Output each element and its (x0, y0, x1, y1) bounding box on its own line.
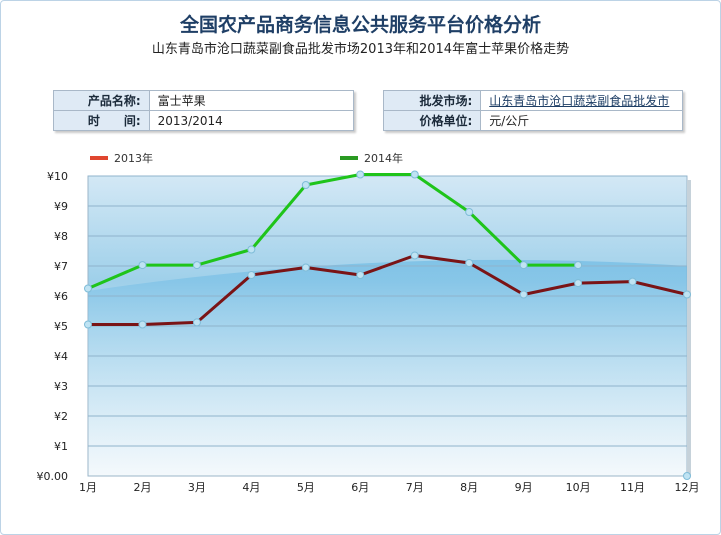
data-point (410, 170, 419, 179)
series-layer (84, 170, 691, 480)
product-name-label: 产品名称: (53, 90, 150, 111)
y-tick-label: ¥4 (54, 350, 68, 363)
data-point (301, 181, 310, 189)
y-axis: ¥0.00 ¥1 ¥2 ¥3 ¥4 ¥5 ¥6 ¥7 ¥8 ¥9 ¥10 (37, 170, 69, 483)
y-tick-label: ¥5 (54, 320, 68, 333)
data-point (465, 259, 474, 267)
x-tick-label: 10月 (566, 481, 591, 494)
data-point (683, 472, 691, 480)
market-link[interactable]: 山东青岛市沧口蔬菜副食品批发市 (489, 94, 670, 108)
data-point (84, 320, 92, 329)
x-tick-label: 6月 (351, 481, 369, 494)
x-tick-label: 1月 (79, 481, 97, 494)
plot-shadow (687, 180, 691, 476)
data-point (519, 261, 528, 270)
market-value-cell: 山东青岛市沧口蔬菜副食品批发市 (480, 90, 683, 111)
y-tick-label: ¥3 (54, 380, 68, 393)
y-tick-label: ¥7 (54, 260, 68, 273)
page-title: 全国农产品商务信息公共服务平台价格分析 (179, 14, 541, 36)
legend-label: 2014年 (364, 151, 403, 165)
series-line (88, 254, 688, 326)
x-axis: 1月 2月 3月 4月 5月 6月 7月 8月 9月 10月 11月 12月 (79, 481, 700, 494)
data-point (301, 263, 310, 272)
data-point (683, 290, 691, 299)
data-point (192, 261, 201, 270)
data-point (247, 245, 256, 254)
data-point (410, 251, 419, 260)
data-point (519, 290, 528, 299)
page-subtitle: 山东青岛市沧口蔬菜副食品批发市场2013年和2014年富士苹果价格走势 (151, 42, 570, 57)
unit-value: 元/公斤 (480, 110, 683, 131)
y-tick-label: ¥1 (54, 440, 68, 453)
data-point (247, 271, 256, 279)
unit-label: 价格单位: (382, 110, 482, 131)
legend-label: 2013年 (114, 151, 153, 165)
plot-shading (88, 259, 687, 476)
data-point (84, 284, 92, 293)
x-tick-label: 8月 (460, 481, 478, 494)
y-tick-label: ¥9 (54, 200, 68, 213)
legend: 2013年 2014年 (90, 151, 403, 165)
data-point (628, 277, 637, 286)
data-point (192, 318, 201, 327)
time-label: 时 间: (53, 110, 150, 131)
y-tick-label: ¥6 (54, 290, 68, 303)
product-info-table: 产品名称: 富士苹果 时 间: 2013/2014 (53, 90, 355, 131)
data-point (465, 208, 474, 216)
market-label: 批发市场: (382, 90, 482, 111)
x-tick-label: 3月 (188, 481, 206, 494)
data-point (356, 170, 365, 179)
product-name-value: 富士苹果 (148, 90, 355, 111)
x-tick-label: 9月 (515, 481, 533, 494)
x-tick-label: 12月 (675, 481, 700, 494)
data-point (138, 320, 147, 329)
x-tick-label: 4月 (242, 481, 260, 494)
x-tick-label: 11月 (620, 481, 645, 494)
y-tick-label: ¥8 (54, 230, 68, 243)
x-tick-label: 2月 (133, 481, 151, 494)
x-tick-label: 5月 (297, 481, 315, 494)
y-tick-label: ¥0.00 (37, 470, 69, 483)
time-value: 2013/2014 (148, 110, 355, 131)
series-line (87, 173, 579, 290)
market-info-table: 批发市场: 山东青岛市沧口蔬菜副食品批发市 价格单位: 元/公斤 (382, 90, 683, 131)
y-tick-label: ¥2 (54, 410, 68, 423)
data-point (138, 261, 147, 270)
x-tick-label: 7月 (406, 481, 424, 494)
data-point (574, 261, 583, 270)
data-point (356, 271, 365, 279)
data-point (574, 279, 583, 288)
y-tick-label: ¥10 (47, 170, 68, 183)
